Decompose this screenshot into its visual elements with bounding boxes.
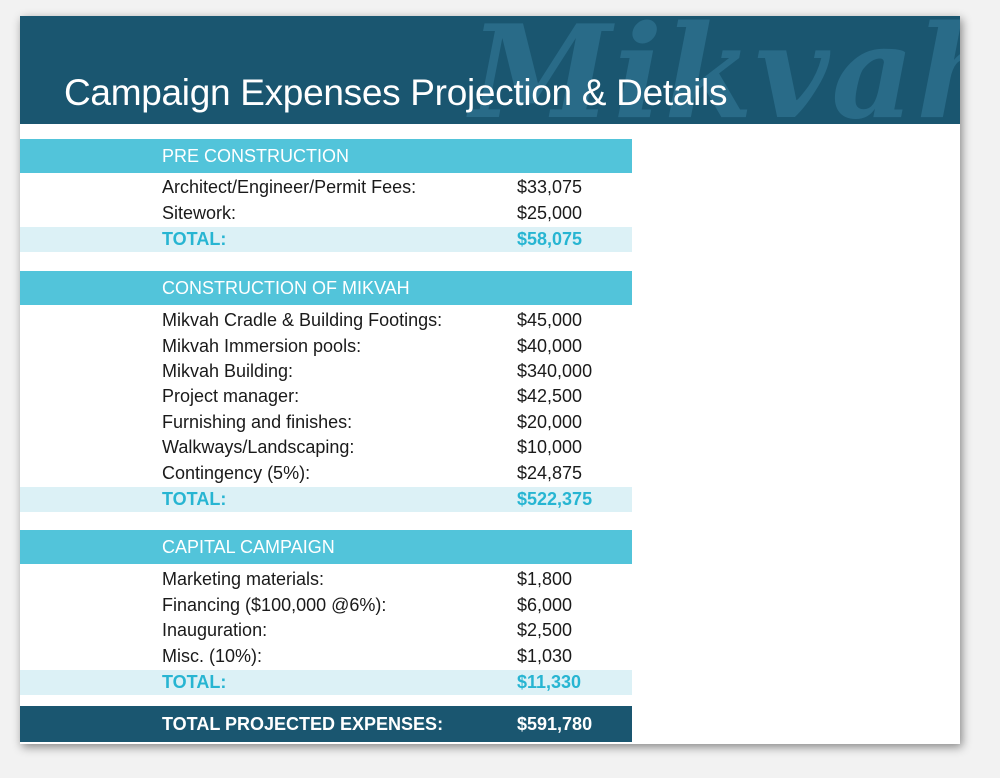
expense-row: Sitework: $25,000: [20, 201, 632, 226]
expense-value: $33,075: [517, 177, 583, 197]
grand-total-label: TOTAL PROJECTED EXPENSES:: [162, 713, 444, 734]
expense-label: Architect/Engineer/Permit Fees:: [162, 177, 417, 197]
page-title: Campaign Expenses Projection & Details: [64, 72, 728, 113]
section-total-row: TOTAL: $522,375: [20, 487, 632, 512]
expense-row: Marketing materials: $1,800: [20, 567, 632, 592]
expense-row: Financing ($100,000 @6%): $6,000: [20, 593, 632, 618]
grand-total-value: $591,780: [517, 713, 593, 734]
expense-value: $2,500: [517, 620, 573, 640]
expense-row: Mikvah Immersion pools: $40,000: [20, 334, 632, 359]
document-page: Mikvah Campaign Expenses Projection & De…: [20, 16, 960, 744]
expense-row: Contingency (5%): $24,875: [20, 461, 632, 486]
expense-value: $45,000: [517, 310, 583, 330]
expense-label: Marketing materials:: [162, 569, 325, 589]
expense-label: Walkways/Landscaping:: [162, 437, 355, 457]
expense-value: $1,030: [517, 646, 573, 666]
total-value: $11,330: [517, 672, 582, 692]
section-header-pre-construction: PRE CONSTRUCTION: [20, 139, 632, 173]
total-label: TOTAL:: [162, 229, 227, 249]
expense-value: $10,000: [517, 437, 583, 457]
expense-value: $25,000: [517, 203, 583, 223]
expense-label: Furnishing and finishes:: [162, 412, 353, 432]
expense-value: $1,800: [517, 569, 573, 589]
expense-label: Sitework:: [162, 203, 237, 223]
expense-row: Project manager: $42,500: [20, 384, 632, 409]
expense-value: $6,000: [517, 595, 573, 615]
expense-label: Financing ($100,000 @6%):: [162, 595, 387, 615]
section-heading: CONSTRUCTION OF MIKVAH: [162, 277, 410, 298]
expense-label: Mikvah Building:: [162, 361, 294, 381]
expense-value: $340,000: [517, 361, 593, 381]
expense-value: $24,875: [517, 463, 583, 483]
expense-row: Furnishing and finishes: $20,000: [20, 410, 632, 435]
expense-value: $42,500: [517, 386, 583, 406]
expense-value: $20,000: [517, 412, 583, 432]
grand-total-row: TOTAL PROJECTED EXPENSES: $591,780: [20, 706, 632, 742]
total-label: TOTAL:: [162, 672, 227, 692]
expense-row: Mikvah Building: $340,000: [20, 359, 632, 384]
expense-row: Architect/Engineer/Permit Fees: $33,075: [20, 175, 632, 200]
expense-label: Contingency (5%):: [162, 463, 311, 483]
header-banner: Mikvah Campaign Expenses Projection & De…: [20, 16, 960, 124]
section-heading: CAPITAL CAMPAIGN: [162, 536, 335, 557]
expense-label: Misc. (10%):: [162, 646, 263, 666]
section-header-capital-campaign: CAPITAL CAMPAIGN: [20, 530, 632, 564]
expense-value: $40,000: [517, 336, 583, 356]
expense-row: Inauguration: $2,500: [20, 618, 632, 643]
section-total-row: TOTAL: $58,075: [20, 227, 632, 252]
watermark-logo: Mikvah: [470, 16, 960, 124]
expense-label: Mikvah Immersion pools:: [162, 336, 362, 356]
section-heading: PRE CONSTRUCTION: [162, 145, 350, 166]
total-value: $58,075: [517, 229, 583, 249]
total-label: TOTAL:: [162, 489, 227, 509]
expense-row: Walkways/Landscaping: $10,000: [20, 435, 632, 460]
expense-row: Misc. (10%): $1,030: [20, 644, 632, 669]
section-header-construction: CONSTRUCTION OF MIKVAH: [20, 271, 632, 305]
section-total-row: TOTAL: $11,330: [20, 670, 632, 695]
expense-label: Inauguration:: [162, 620, 268, 640]
expense-label: Mikvah Cradle & Building Footings:: [162, 310, 443, 330]
expense-label: Project manager:: [162, 386, 300, 406]
expense-row: Mikvah Cradle & Building Footings: $45,0…: [20, 308, 632, 333]
total-value: $522,375: [517, 489, 593, 509]
